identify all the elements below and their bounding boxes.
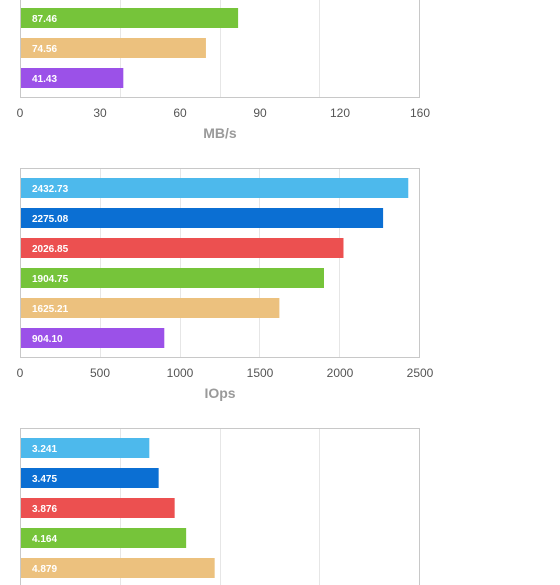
data-label: 2275.08 — [32, 214, 69, 225]
axis-title: IOps — [204, 385, 235, 401]
data-label: 3.475 — [32, 474, 57, 485]
bar — [21, 178, 409, 198]
data-label: 1904.75 — [32, 274, 69, 285]
bar — [21, 528, 187, 548]
bar — [21, 208, 384, 228]
tick-label: 120 — [330, 106, 350, 120]
tick-label: 0 — [17, 106, 24, 120]
tick-label: 90 — [253, 106, 267, 120]
bar — [21, 558, 215, 578]
data-label: 904.10 — [32, 334, 63, 345]
data-label: 4.164 — [32, 534, 57, 545]
plot-frame — [20, 428, 420, 585]
bar — [21, 38, 206, 58]
bar — [21, 438, 150, 458]
bar — [21, 68, 124, 88]
tick-label: 500 — [90, 366, 110, 380]
data-label: 3.241 — [32, 444, 57, 455]
data-label: 1625.21 — [32, 304, 69, 315]
axis-title: MB/s — [203, 125, 237, 141]
data-label: 3.876 — [32, 504, 57, 515]
data-label: 87.46 — [32, 14, 57, 25]
data-label: 2432.73 — [32, 184, 69, 195]
tick-label: 30 — [93, 106, 107, 120]
tick-label: 0 — [17, 366, 24, 380]
data-label: 74.56 — [32, 44, 57, 55]
bar — [21, 298, 280, 318]
data-label: 2026.85 — [32, 244, 69, 255]
bar — [21, 328, 165, 348]
bar — [21, 498, 175, 518]
bar — [21, 238, 344, 258]
bar — [21, 468, 159, 488]
tick-label: 1500 — [247, 366, 274, 380]
tick-label: 2500 — [407, 366, 434, 380]
bar — [21, 268, 324, 288]
tick-label: 160 — [410, 106, 430, 120]
bar — [21, 8, 239, 28]
plot-frame — [20, 168, 420, 358]
data-label: 4.879 — [32, 564, 57, 575]
plot-frame — [20, 0, 420, 98]
tick-label: 2000 — [327, 366, 354, 380]
tick-label: 1000 — [167, 366, 194, 380]
tick-label: 60 — [173, 106, 187, 120]
data-label: 41.43 — [32, 74, 57, 85]
